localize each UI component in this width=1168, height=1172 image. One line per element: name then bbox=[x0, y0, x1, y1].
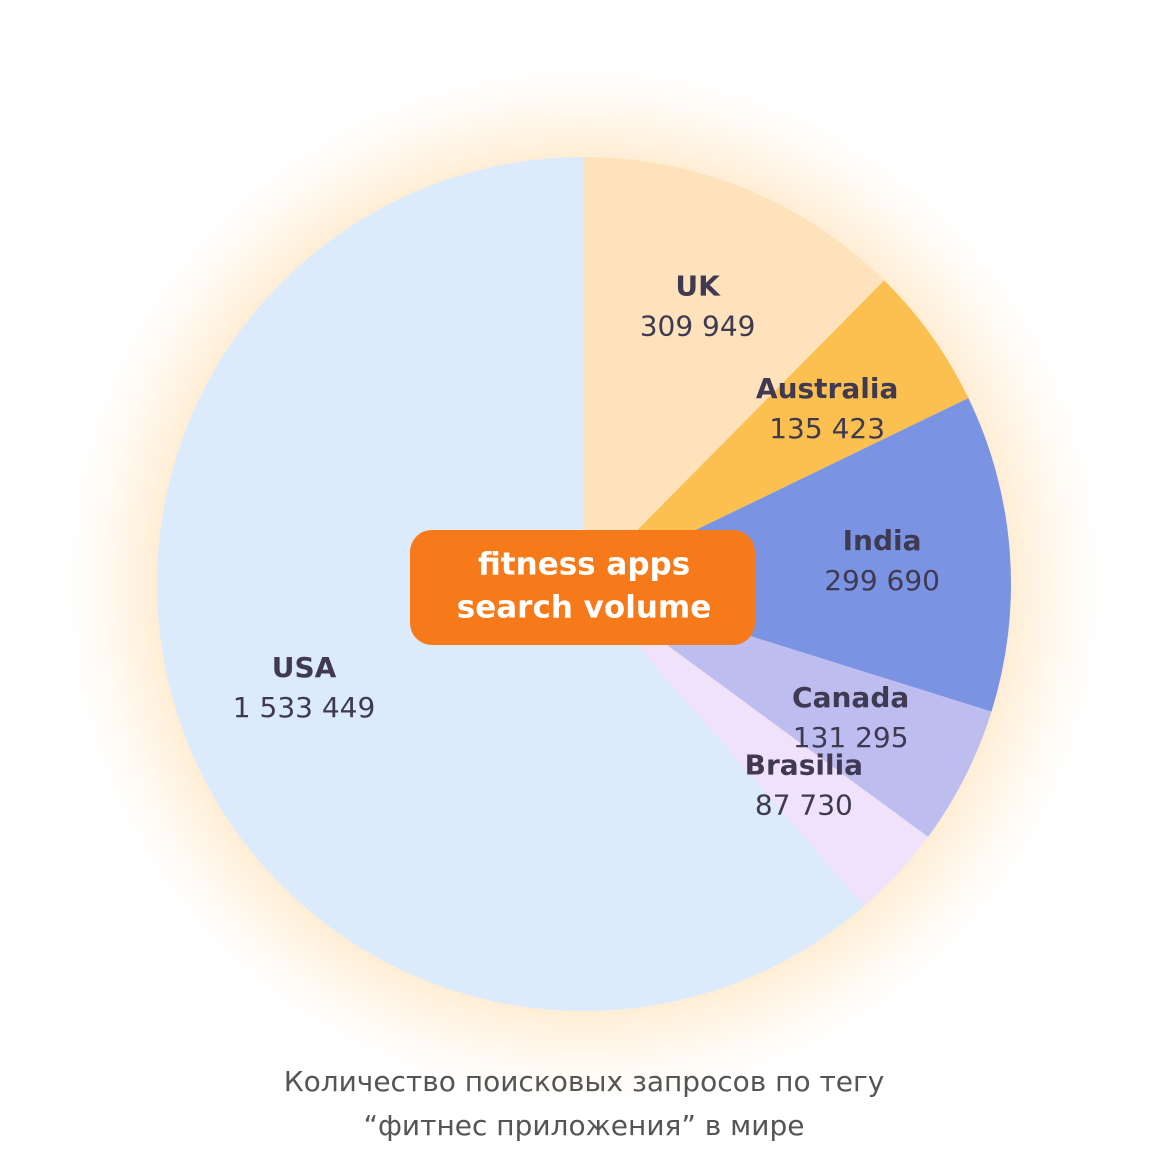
slice-value: 309 949 bbox=[640, 310, 756, 343]
center-title: fitness apps bbox=[478, 547, 690, 583]
slice-label: Australia bbox=[756, 372, 898, 405]
center-title: search volume bbox=[457, 590, 711, 626]
slice-value: 135 423 bbox=[769, 412, 885, 445]
center-box bbox=[410, 530, 755, 645]
pie-slice bbox=[584, 280, 969, 584]
slice-label: Canada bbox=[792, 681, 909, 714]
caption: “фитнес приложения” в мире bbox=[363, 1109, 804, 1142]
slice-value: 131 295 bbox=[793, 721, 909, 754]
slice-label: Brasilia bbox=[745, 748, 863, 781]
pie-slice bbox=[584, 584, 992, 837]
pie-slice bbox=[584, 398, 1011, 712]
slice-label: UK bbox=[675, 270, 721, 303]
slice-value: 87 730 bbox=[755, 788, 853, 821]
pie-slice bbox=[584, 584, 929, 907]
pie-slice bbox=[584, 157, 885, 584]
caption: Количество поисковых запросов по тегу bbox=[284, 1065, 885, 1098]
slice-value: 299 690 bbox=[824, 564, 940, 597]
slice-label: India bbox=[843, 524, 922, 557]
slice-value: 1 533 449 bbox=[233, 691, 376, 724]
slice-label: USA bbox=[272, 651, 337, 684]
